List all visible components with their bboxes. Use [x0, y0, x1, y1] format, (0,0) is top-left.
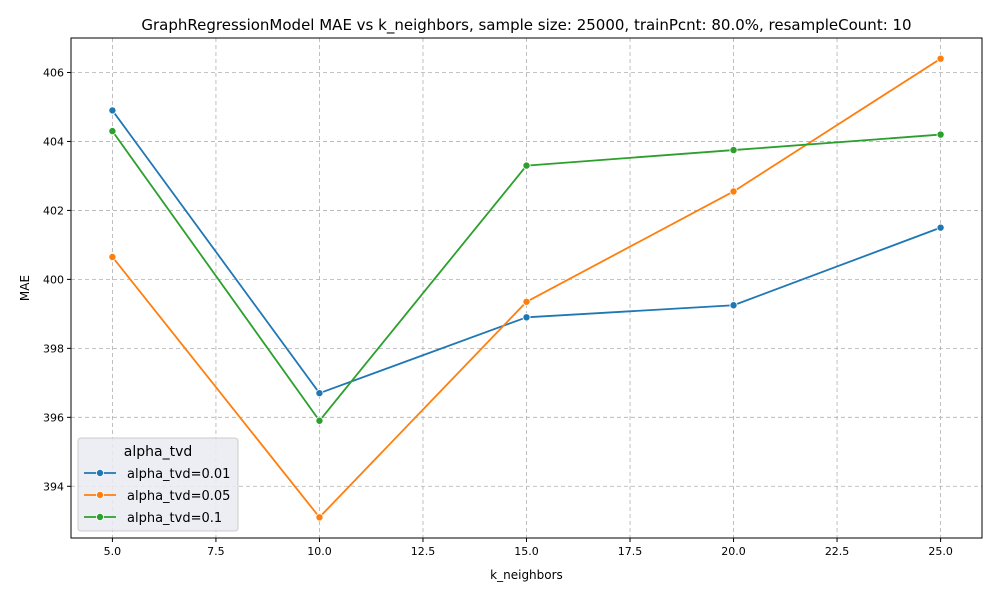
chart-title: GraphRegressionModel MAE vs k_neighbors,…: [141, 16, 911, 35]
data-point: [108, 127, 117, 136]
data-point: [108, 106, 117, 115]
legend-box: [77, 437, 239, 532]
x-tick-label: 15.0: [514, 545, 539, 558]
data-point: [522, 297, 531, 306]
legend-swatch-marker: [96, 513, 105, 522]
data-point: [729, 146, 738, 155]
series-1: [108, 106, 945, 398]
data-point: [936, 54, 945, 63]
legend-title: alpha_tvd: [124, 444, 192, 460]
legend-swatch-marker: [96, 468, 105, 477]
y-tick-label: 400: [43, 273, 64, 286]
x-tick-label: 17.5: [618, 545, 643, 558]
data-point: [936, 223, 945, 232]
data-point: [522, 313, 531, 322]
data-point: [522, 161, 531, 170]
y-tick-label: 396: [43, 411, 64, 424]
y-tick-label: 406: [43, 66, 64, 79]
legend-label: alpha_tvd=0.05: [127, 489, 230, 504]
data-point: [729, 187, 738, 196]
data-point: [315, 416, 324, 425]
grid-lines: [71, 38, 982, 538]
legend-entry: alpha_tvd=0.1: [84, 511, 222, 526]
x-tick-label: 10.0: [307, 545, 332, 558]
x-tick-label: 25.0: [928, 545, 953, 558]
legend-entries: alpha_tvd=0.01 alpha_tvd=0.05 alpha_tvd=0.…: [84, 467, 230, 526]
legend-label: alpha_tvd=0.1: [127, 511, 222, 526]
x-tick-label: 20.0: [721, 545, 746, 558]
series-3: [108, 127, 945, 425]
y-tick-label: 402: [43, 204, 64, 217]
legend-entry: alpha_tvd=0.05: [84, 489, 230, 504]
data-point: [315, 389, 324, 398]
data-point: [936, 130, 945, 139]
series-layer: [108, 54, 945, 522]
y-tick-label: 398: [43, 342, 64, 355]
legend-label: alpha_tvd=0.01: [127, 467, 230, 482]
data-point: [315, 513, 324, 522]
series-2: [108, 54, 945, 522]
x-tick-label: 22.5: [825, 545, 850, 558]
x-tick-label: 5.0: [104, 545, 122, 558]
y-tick-label: 394: [43, 480, 64, 493]
legend-swatch-marker: [96, 490, 105, 499]
y-axis-label: MAE: [18, 275, 32, 301]
axes: 5.0 7.5 10.0 12.5 15.0 17.5 20.0 22.5 25.0 394 396…: [43, 66, 953, 558]
legend-entry: alpha_tvd=0.01: [84, 467, 230, 482]
legend: alpha_tvd alpha_tvd=0.01alpha_tvd=0.05al…: [77, 437, 239, 532]
x-axis-label: k_neighbors: [490, 568, 563, 582]
data-point: [108, 252, 117, 261]
x-tick-label: 12.5: [411, 545, 436, 558]
x-tick-label: 7.5: [207, 545, 225, 558]
y-tick-label: 404: [43, 135, 64, 148]
data-point: [729, 301, 738, 310]
